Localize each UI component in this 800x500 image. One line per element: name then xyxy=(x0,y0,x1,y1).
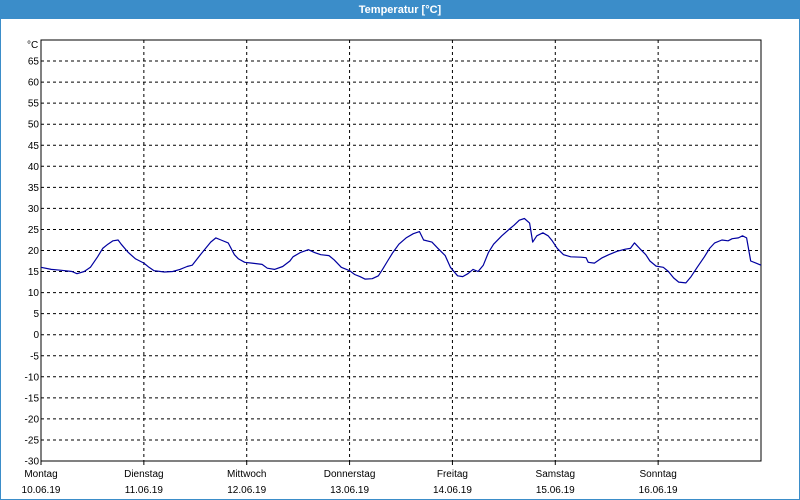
y-tick-label: 40 xyxy=(28,162,40,173)
x-tick-day-label: Freitag xyxy=(437,469,468,480)
y-tick-label: 15 xyxy=(28,267,40,278)
y-tick-label: -5 xyxy=(30,351,39,362)
y-tick-label: -25 xyxy=(25,435,40,446)
x-tick-day-label: Samstag xyxy=(536,469,575,480)
x-tick-date-label: 16.06.19 xyxy=(639,485,678,496)
x-tick-date-label: 15.06.19 xyxy=(536,485,575,496)
y-tick-label: 65 xyxy=(28,57,40,68)
x-tick-day-label: Donnerstag xyxy=(324,469,376,480)
y-tick-label: 0 xyxy=(33,330,39,341)
y-tick-label: 10 xyxy=(28,288,40,299)
y-tick-label: 60 xyxy=(28,78,40,89)
y-tick-label: -20 xyxy=(25,414,40,425)
window-title: Temperatur [°C] xyxy=(1,1,799,19)
y-tick-label: -10 xyxy=(25,372,40,383)
y-axis-unit-label: °C xyxy=(27,40,38,51)
y-tick-label: 25 xyxy=(28,225,40,236)
x-tick-day-label: Mittwoch xyxy=(227,469,266,480)
y-tick-label: -30 xyxy=(25,457,40,468)
y-tick-label: 35 xyxy=(28,183,40,194)
x-tick-date-label: 11.06.19 xyxy=(125,485,164,496)
y-tick-label: 50 xyxy=(28,120,40,131)
x-tick-date-label: 10.06.19 xyxy=(22,485,61,496)
x-tick-date-label: 14.06.19 xyxy=(433,485,472,496)
temperature-series-line xyxy=(40,217,762,284)
x-tick-day-label: Sonntag xyxy=(640,469,677,480)
y-tick-label: 45 xyxy=(28,141,40,152)
plot-frame xyxy=(40,39,762,462)
y-tick-label: 55 xyxy=(28,99,40,110)
y-tick-label: 30 xyxy=(28,204,40,215)
x-tick-date-label: 13.06.19 xyxy=(330,485,369,496)
x-tick-date-label: 12.06.19 xyxy=(227,485,266,496)
x-tick-day-label: Montag xyxy=(24,469,57,480)
y-tick-label: -15 xyxy=(25,393,40,404)
y-tick-label: 20 xyxy=(28,246,40,257)
x-tick-day-label: Dienstag xyxy=(124,469,163,480)
y-tick-label: 5 xyxy=(33,309,39,320)
